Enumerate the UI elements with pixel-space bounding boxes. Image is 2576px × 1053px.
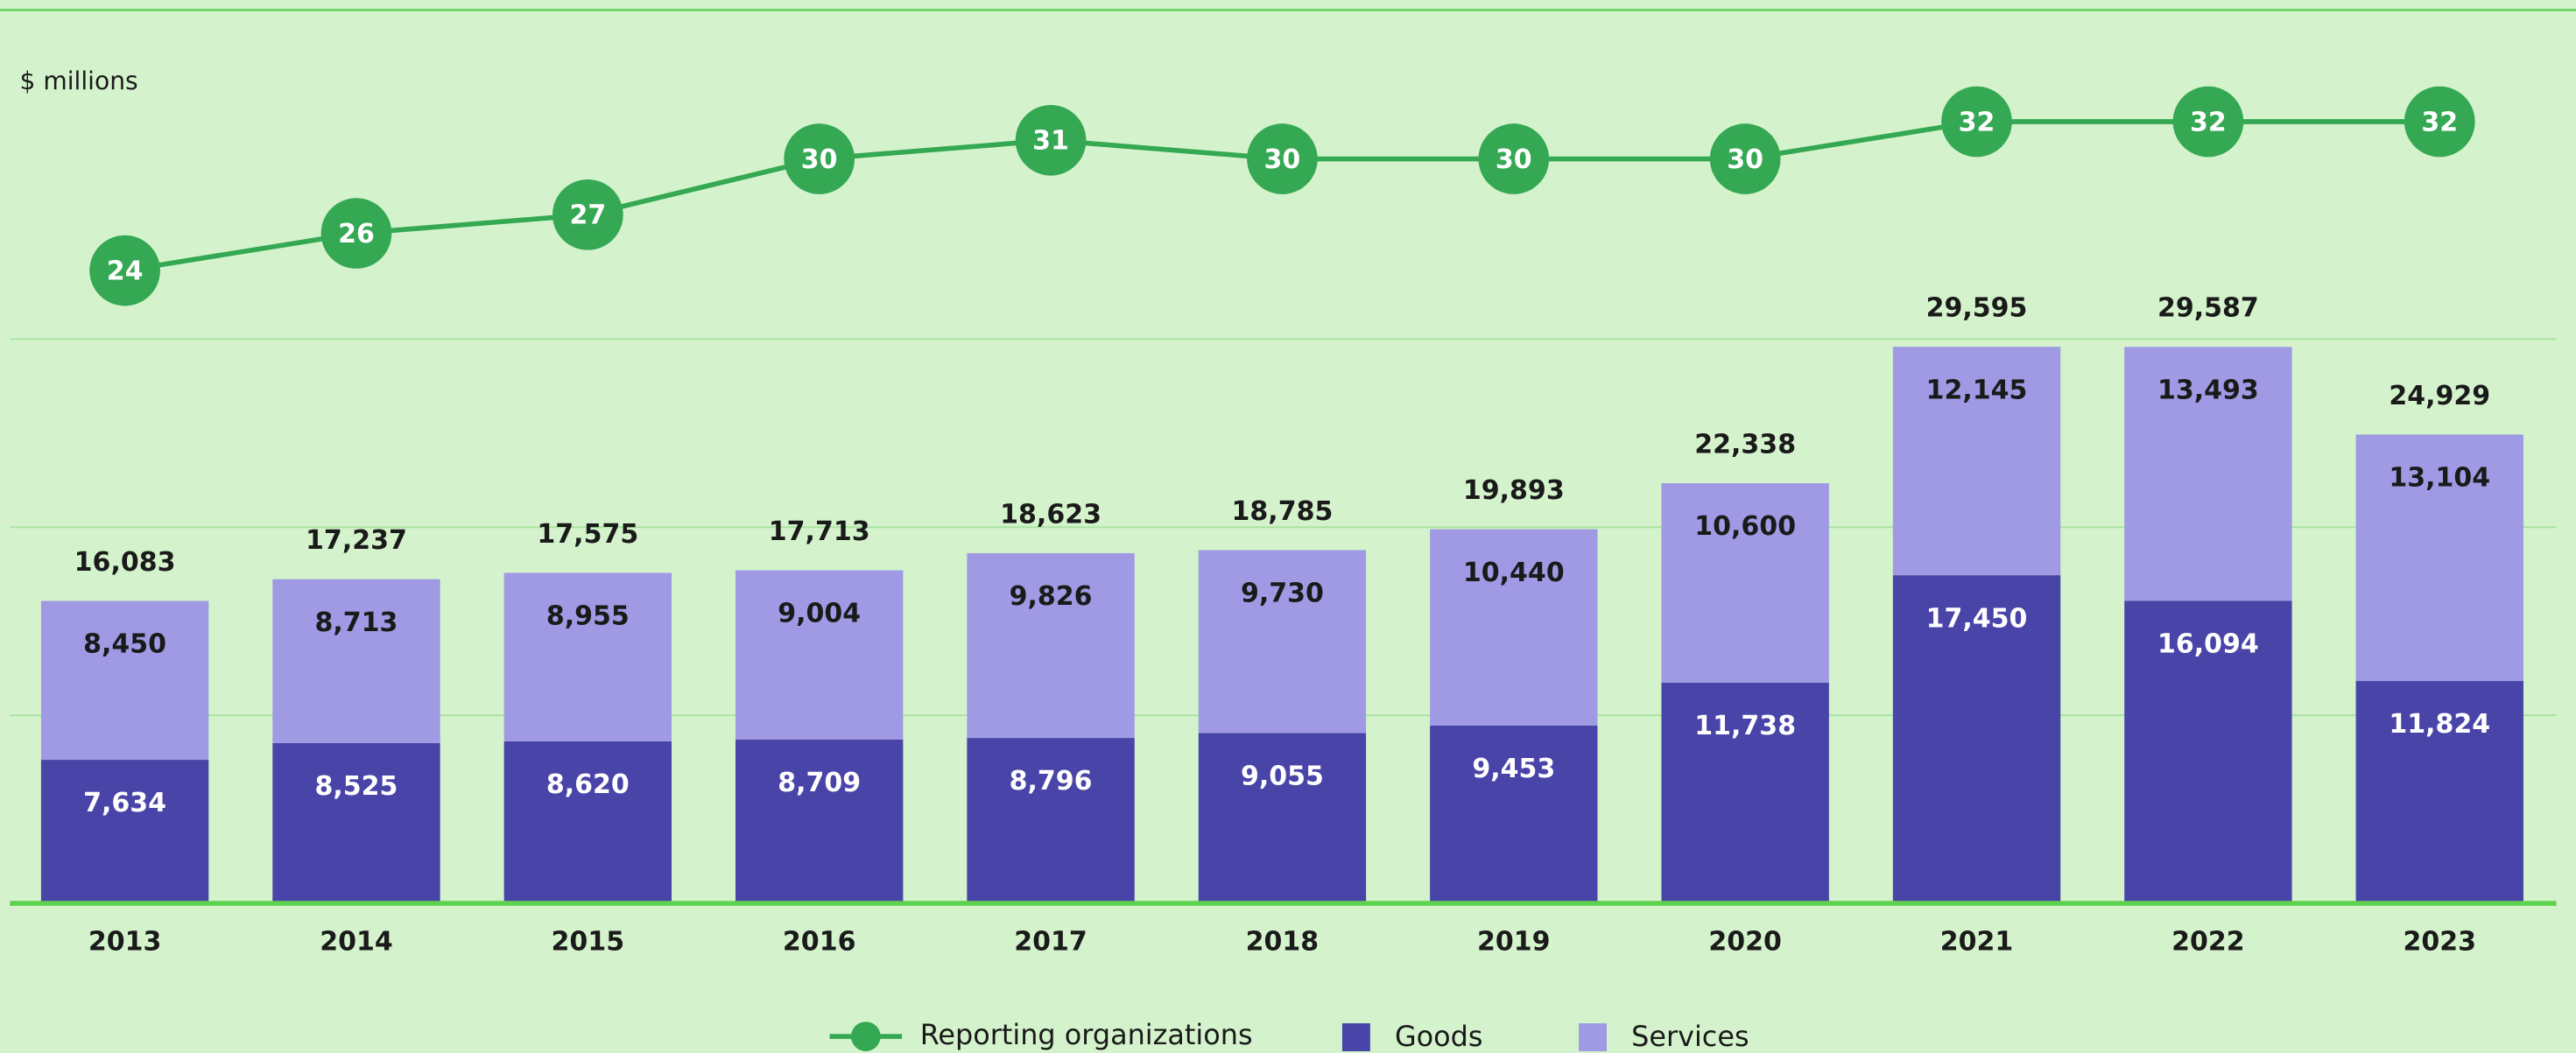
x-tick-label: 2016 <box>783 927 856 958</box>
bar-segment <box>735 739 904 904</box>
x-tick-label: 2017 <box>1014 927 1087 958</box>
bar-segment <box>2355 434 2523 682</box>
line-value-label: 30 <box>1727 144 1763 175</box>
bar-value-label: 8,450 <box>83 629 166 660</box>
legend-label: Services <box>1631 1020 1749 1053</box>
x-tick-label: 2023 <box>2403 927 2476 958</box>
bar-segment <box>1892 575 2061 904</box>
legend-swatch <box>1579 1023 1607 1051</box>
line-marker <box>784 123 855 194</box>
x-tick-label: 2019 <box>1477 927 1551 958</box>
bar-segment <box>1892 347 2061 576</box>
bar-segment <box>1430 529 1598 726</box>
bar-segment <box>272 579 440 743</box>
bar-value-label: 12,145 <box>1926 375 2028 405</box>
bar-value-label: 16,094 <box>2157 628 2259 659</box>
bar-segment <box>967 552 1135 739</box>
bar-value-label: 8,796 <box>1010 766 1093 797</box>
bar-segment <box>1430 725 1598 904</box>
bar-value-label: 9,004 <box>778 599 861 629</box>
total-label: 29,595 <box>1926 293 2028 324</box>
bar-value-label: 8,955 <box>546 601 630 632</box>
line-marker <box>2172 86 2244 158</box>
bar-value-label: 8,620 <box>546 769 630 800</box>
bar-segment <box>1198 550 1367 734</box>
line-value-label: 30 <box>1496 144 1532 175</box>
bar-segment <box>503 741 672 904</box>
bar-value-label: 10,600 <box>1694 511 1796 542</box>
total-label: 18,785 <box>1232 496 1334 527</box>
line-marker <box>1478 123 1550 194</box>
bar-segment <box>2124 600 2292 904</box>
bar-value-label: 8,525 <box>314 771 398 802</box>
line-marker <box>1709 123 1781 194</box>
total-label: 17,237 <box>306 525 407 556</box>
line-marker <box>1015 104 1087 176</box>
bar-segment <box>967 738 1135 904</box>
x-tick-label: 2020 <box>1708 927 1782 958</box>
legend-label: Reporting organizations <box>920 1018 1253 1051</box>
bar-segment <box>272 742 440 904</box>
y-axis-label: $ millions <box>20 67 138 95</box>
bar-value-label: 7,634 <box>83 788 166 818</box>
bar-segment <box>40 600 209 761</box>
total-label: 16,083 <box>74 547 176 578</box>
line-marker <box>552 179 623 250</box>
bar-segment <box>1661 483 1829 683</box>
x-tick-label: 2022 <box>2171 927 2245 958</box>
line-value-label: 24 <box>107 256 144 286</box>
line-value-label: 26 <box>338 219 375 249</box>
bar-segment <box>40 760 209 904</box>
total-label: 24,929 <box>2389 381 2490 411</box>
line-marker <box>1941 86 2012 158</box>
line-value-label: 30 <box>801 144 838 175</box>
x-tick-label: 2021 <box>1940 927 2014 958</box>
bar-value-label: 9,826 <box>1010 581 1093 612</box>
total-label: 17,575 <box>537 519 638 550</box>
total-label: 17,713 <box>769 516 870 547</box>
bar-value-label: 9,453 <box>1472 754 1555 784</box>
x-tick-label: 2013 <box>88 927 162 958</box>
x-tick-label: 2018 <box>1246 927 1320 958</box>
total-label: 29,587 <box>2157 293 2259 324</box>
bar-segment <box>1198 733 1367 904</box>
bar-value-label: 13,493 <box>2157 375 2259 405</box>
legend-label: Goods <box>1395 1020 1483 1053</box>
line-value-label: 32 <box>1959 107 1995 137</box>
line-marker <box>2404 86 2475 158</box>
bar-segment <box>1661 682 1829 904</box>
line-marker <box>1247 123 1318 194</box>
total-label: 19,893 <box>1463 475 1565 506</box>
line-value-label: 27 <box>569 200 606 231</box>
bar-value-label: 9,730 <box>1241 579 1324 609</box>
x-tick-label: 2015 <box>552 927 625 958</box>
bar-value-label: 9,055 <box>1241 762 1324 792</box>
bar-value-label: 8,713 <box>314 607 398 638</box>
bar-value-label: 17,450 <box>1926 603 2028 634</box>
x-tick-label: 2014 <box>320 927 393 958</box>
bar-value-label: 10,440 <box>1463 558 1565 588</box>
legend-marker <box>850 1021 881 1051</box>
bar-segment <box>2355 681 2523 904</box>
line-value-label: 32 <box>2421 107 2458 137</box>
bar-value-label: 8,709 <box>778 768 861 798</box>
bar-value-label: 11,738 <box>1694 711 1796 741</box>
line-marker <box>89 235 160 306</box>
legend-swatch <box>1341 1023 1370 1051</box>
bar-segment <box>503 572 672 741</box>
bar-value-label: 13,104 <box>2389 463 2490 494</box>
total-label: 18,623 <box>1000 499 1101 530</box>
bar-segment <box>2124 347 2292 601</box>
line-value-label: 32 <box>2190 107 2227 137</box>
line-value-label: 31 <box>1032 126 1069 157</box>
bar-value-label: 11,824 <box>2389 709 2490 740</box>
total-label: 22,338 <box>1694 429 1796 460</box>
bar-segment <box>735 570 904 740</box>
line-value-label: 30 <box>1264 144 1301 175</box>
line-marker <box>320 198 392 269</box>
